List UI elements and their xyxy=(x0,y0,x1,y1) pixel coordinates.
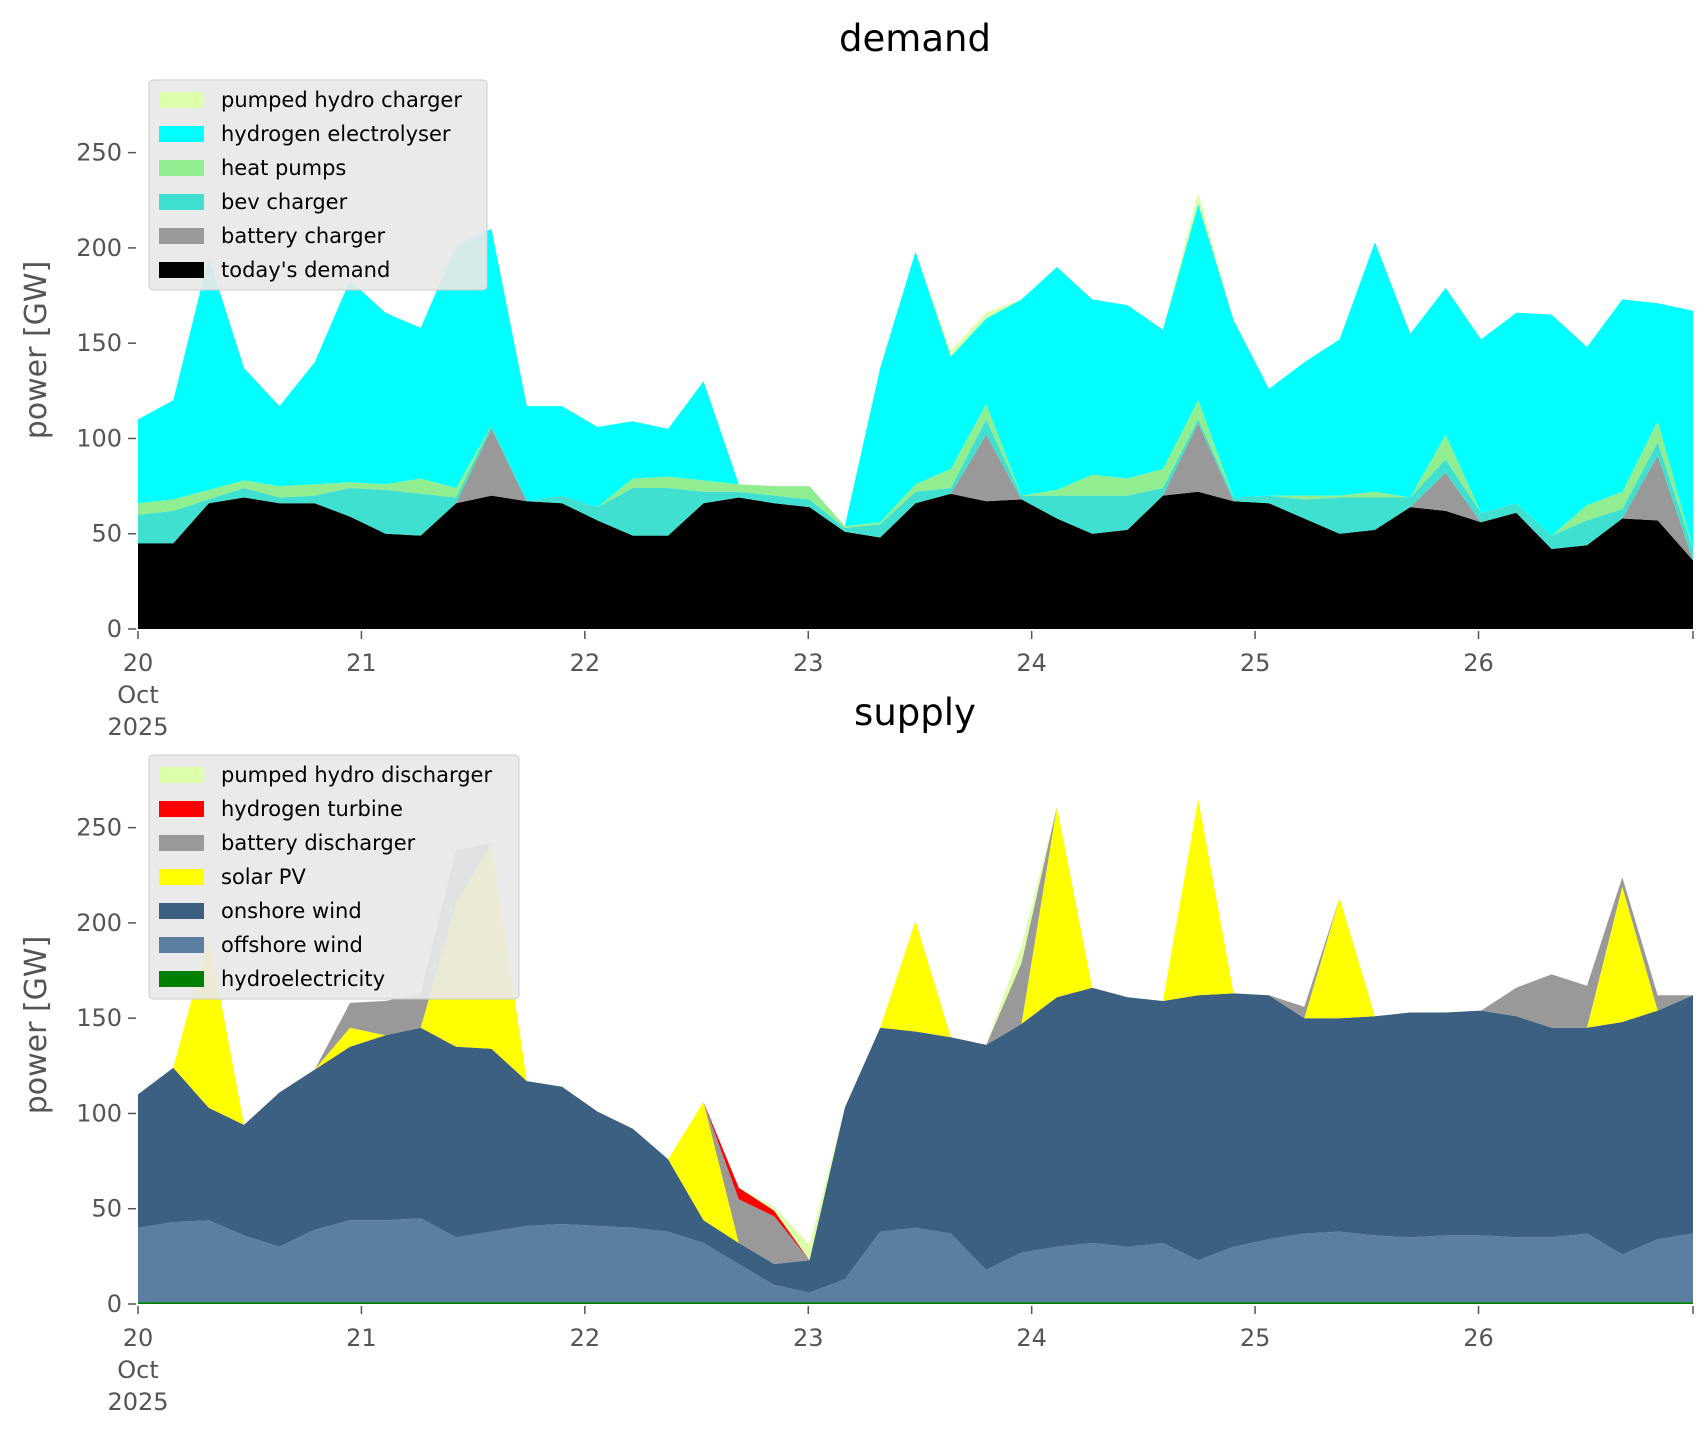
supply-legend-swatch-battery-discharger xyxy=(159,835,204,851)
supply-legend-label-hydrogen-turbine: hydrogen turbine xyxy=(221,797,403,821)
supply-ytick-label: 50 xyxy=(91,1195,122,1223)
demand-xtick-label: 26 xyxy=(1463,649,1494,677)
supply-legend-label-pumped-hydro-discharger: pumped hydro discharger xyxy=(221,763,492,787)
supply-area-solar-pv xyxy=(138,799,1693,1264)
supply-legend-swatch-onshore-wind xyxy=(159,903,204,919)
supply-legend-label-solar-pv: solar PV xyxy=(221,865,306,889)
supply-xtick-label: 24 xyxy=(1016,1324,1047,1352)
supply-xtick-label: 26 xyxy=(1463,1324,1494,1352)
supply-xtick-label: 21 xyxy=(346,1324,377,1352)
supply-xtick-label: 25 xyxy=(1240,1324,1271,1352)
demand-ytick-label: 100 xyxy=(76,424,122,452)
demand-ytick-label: 250 xyxy=(76,139,122,167)
demand-xtick-label: 21 xyxy=(346,649,377,677)
demand-legend-label-pumped-hydro-charger: pumped hydro charger xyxy=(221,88,462,112)
supply-legend: pumped hydro discharger hydrogen turbine b… xyxy=(148,754,520,1000)
supply-area-onshore-wind xyxy=(138,987,1693,1293)
supply-legend-label-offshore-wind: offshore wind xyxy=(221,933,363,957)
demand-legend-label-bev-charger: bev charger xyxy=(221,190,348,214)
supply-xtick-label: 23 xyxy=(793,1324,824,1352)
demand-legend: pumped hydro charger hydrogen electrolyse… xyxy=(148,79,488,291)
demand-areas xyxy=(138,192,1693,629)
supply-area-offshore-wind xyxy=(138,1218,1693,1303)
demand-axes: 0 50 100 150 200 250 20 Oct 2025 21 22 23 24 25 26 xyxy=(76,139,1694,741)
demand-legend-box xyxy=(148,79,488,291)
supply-ytick-label: 200 xyxy=(76,909,122,937)
demand-xtick-label: 20 xyxy=(123,649,154,677)
supply-legend-box xyxy=(148,754,520,1000)
demand-chart: demand power [GW] 0 50 100 150 200 250 20 Oct 20… xyxy=(19,17,1694,741)
supply-chart: supply power [GW] 0 50 100 150 200 250 20 Oct 20… xyxy=(19,691,1694,1416)
demand-area-today-s-demand xyxy=(138,491,1693,629)
supply-axes: 0 50 100 150 200 250 20 Oct 2025 21 22 23 24 25 26 xyxy=(76,814,1694,1416)
demand-legend-label-today-s-demand: today's demand xyxy=(221,258,390,282)
demand-legend-label-heat-pumps: heat pumps xyxy=(221,156,346,180)
demand-xtick-label: 22 xyxy=(570,649,601,677)
demand-legend-swatch-today-s-demand xyxy=(159,262,204,278)
demand-xtick-label: 23 xyxy=(793,649,824,677)
demand-xtick-label: 25 xyxy=(1240,649,1271,677)
supply-chart-title: supply xyxy=(854,691,976,734)
supply-legend-label-onshore-wind: onshore wind xyxy=(221,899,362,923)
supply-legend-swatch-offshore-wind xyxy=(159,937,204,953)
supply-xtick-label: 2025 xyxy=(107,1388,168,1416)
demand-ytick-label: 200 xyxy=(76,234,122,262)
supply-legend-swatch-solar-pv xyxy=(159,869,204,885)
demand-legend-label-battery-charger: battery charger xyxy=(221,224,386,248)
demand-area-hydrogen-electrolyser xyxy=(138,204,1693,549)
supply-ytick-label: 150 xyxy=(76,1004,122,1032)
demand-xtick-label: 24 xyxy=(1016,649,1047,677)
supply-legend-label-hydroelectricity: hydroelectricity xyxy=(221,967,385,991)
demand-legend-swatch-battery-charger xyxy=(159,228,204,244)
demand-xtick-label: Oct xyxy=(117,681,159,709)
demand-legend-swatch-bev-charger xyxy=(159,194,204,210)
supply-xtick-label: 20 xyxy=(123,1324,154,1352)
supply-ytick-label: 250 xyxy=(76,814,122,842)
demand-xtick-label: 2025 xyxy=(107,713,168,741)
supply-areas xyxy=(138,799,1693,1304)
supply-xtick-label: 22 xyxy=(570,1324,601,1352)
supply-y-axis-label: power [GW] xyxy=(19,936,54,1115)
supply-legend-swatch-hydrogen-turbine xyxy=(159,801,204,817)
demand-legend-swatch-heat-pumps xyxy=(159,160,204,176)
supply-area-hydroelectricity xyxy=(138,1302,1693,1304)
demand-ytick-label: 50 xyxy=(91,520,122,548)
supply-ytick-label: 100 xyxy=(76,1099,122,1127)
demand-chart-title: demand xyxy=(839,17,991,60)
supply-xtick-label: Oct xyxy=(117,1356,159,1384)
supply-ytick-label: 0 xyxy=(107,1290,122,1318)
supply-legend-label-battery-discharger: battery discharger xyxy=(221,831,416,855)
demand-legend-swatch-pumped-hydro-charger xyxy=(159,92,204,108)
demand-ytick-label: 150 xyxy=(76,329,122,357)
demand-legend-label-hydrogen-electrolyser: hydrogen electrolyser xyxy=(221,122,451,146)
demand-y-axis-label: power [GW] xyxy=(19,261,54,440)
demand-ytick-label: 0 xyxy=(107,615,122,643)
supply-legend-swatch-pumped-hydro-discharger xyxy=(159,767,204,783)
demand-legend-swatch-hydrogen-electrolyser xyxy=(159,126,204,142)
supply-legend-swatch-hydroelectricity xyxy=(159,971,204,987)
